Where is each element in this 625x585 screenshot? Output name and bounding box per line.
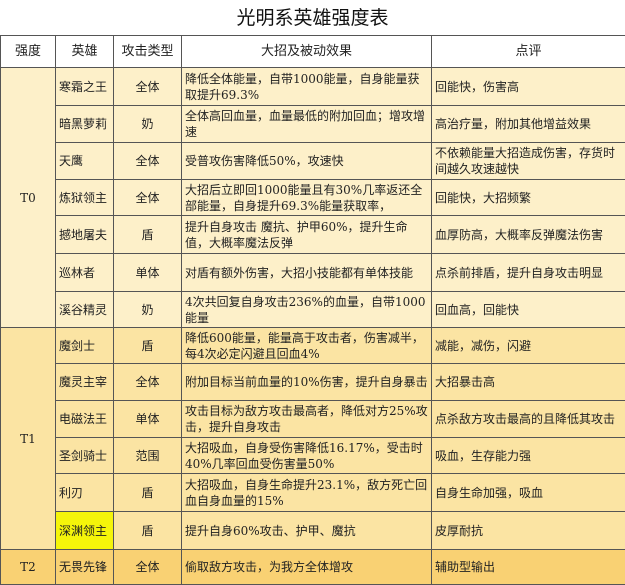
effect-text: 降低全体能量，自带1000能量，自身能量获取提升69.3% [182, 68, 432, 106]
tier-cell: T0 [1, 68, 56, 328]
table-row: 圣剑骑士范围大招吸血，自身受伤害降低16.17%，受击时40%几率回血受伤害量5… [1, 438, 625, 474]
effect-text: 提升自身攻击 魔抗、护甲60%，提升生命值，大概率魔法反弹 [182, 216, 432, 254]
tier-cell: T2 [1, 550, 56, 585]
effect-text: 偷取敌方攻击，为我方全体增攻 [182, 550, 432, 585]
header-effect: 大招及被动效果 [182, 36, 432, 68]
hero-name: 电磁法王 [56, 401, 114, 438]
comment-text: 辅助型输出 [432, 550, 625, 585]
hero-name: 圣剑骑士 [56, 438, 114, 474]
header-comment: 点评 [432, 36, 625, 68]
effect-text: 攻击目标为敌方攻击最高者，降低对方25%攻击，提升自身攻击 [182, 401, 432, 438]
hero-name: 炼狱领主 [56, 180, 114, 216]
effect-text: 全体高回血量，血量最低的附加回血；增攻增速 [182, 106, 432, 143]
header-tier: 强度 [1, 36, 56, 68]
comment-text: 高治疗量，附加其他增益效果 [432, 106, 625, 143]
effect-text: 对盾有额外伤害，大招小技能都有单体技能 [182, 254, 432, 292]
hero-name: 撼地屠夫 [56, 216, 114, 254]
comment-text: 点杀敌方攻击最高的且降低其攻击 [432, 401, 625, 438]
comment-text: 减能，减伤，闪避 [432, 328, 625, 364]
tier-cell: T1 [1, 328, 56, 550]
page-title: 光明系英雄强度表 [0, 0, 625, 35]
comment-text: 大招暴击高 [432, 364, 625, 401]
table-row: 巡林者单体对盾有额外伤害，大招小技能都有单体技能点杀前排盾，提升自身攻击明显 [1, 254, 625, 292]
hero-name: 利刃 [56, 474, 114, 512]
attack-type: 盾 [114, 512, 182, 550]
comment-text: 血厚防高，大概率反弹魔法伤害 [432, 216, 625, 254]
hero-name: 无畏先锋 [56, 550, 114, 585]
attack-type: 单体 [114, 401, 182, 438]
hero-name: 寒霜之王 [56, 68, 114, 106]
hero-name: 巡林者 [56, 254, 114, 292]
attack-type: 全体 [114, 180, 182, 216]
comment-text: 皮厚耐抗 [432, 512, 625, 550]
header-attack-type: 攻击类型 [114, 36, 182, 68]
hero-name: 天鹰 [56, 143, 114, 180]
comment-text: 回能快，大招频繁 [432, 180, 625, 216]
table-row: 利刃盾大招吸血，自身生命提升23.1%，敌方死亡回血自身血量的15%自身生命加强… [1, 474, 625, 512]
effect-text: 4次共回复自身攻击236%的血量，自带1000能量 [182, 292, 432, 328]
comment-text: 回血高，回能快 [432, 292, 625, 328]
header-row: 强度 英雄 攻击类型 大招及被动效果 点评 [1, 36, 625, 68]
table-row: 电磁法王单体攻击目标为敌方攻击最高者，降低对方25%攻击，提升自身攻击点杀敌方攻… [1, 401, 625, 438]
hero-name: 暗黑萝莉 [56, 106, 114, 143]
hero-name: 魔剑士 [56, 328, 114, 364]
table-row: 深渊领主盾提升自身60%攻击、护甲、魔抗皮厚耐抗 [1, 512, 625, 550]
attack-type: 奶 [114, 292, 182, 328]
attack-type: 范围 [114, 438, 182, 474]
attack-type: 盾 [114, 328, 182, 364]
attack-type: 奶 [114, 106, 182, 143]
effect-text: 附加目标当前血量的10%伤害，提升自身暴击 [182, 364, 432, 401]
comment-text: 点杀前排盾，提升自身攻击明显 [432, 254, 625, 292]
attack-type: 全体 [114, 68, 182, 106]
attack-type: 全体 [114, 143, 182, 180]
attack-type: 盾 [114, 474, 182, 512]
table-row: 魔灵主宰全体附加目标当前血量的10%伤害，提升自身暴击大招暴击高 [1, 364, 625, 401]
hero-name: 魔灵主宰 [56, 364, 114, 401]
comment-text: 不依赖能量大招造成伤害，存货时间越久攻速越快 [432, 143, 625, 180]
attack-type: 全体 [114, 364, 182, 401]
table-row: 暗黑萝莉奶全体高回血量，血量最低的附加回血；增攻增速高治疗量，附加其他增益效果 [1, 106, 625, 143]
effect-text: 降低600能量，能量高于攻击者，伤害减半，每4次必定闪避且回血4% [182, 328, 432, 364]
comment-text: 吸血，生存能力强 [432, 438, 625, 474]
effect-text: 受普攻伤害降低50%，攻速快 [182, 143, 432, 180]
table-row: 撼地屠夫盾提升自身攻击 魔抗、护甲60%，提升生命值，大概率魔法反弹血厚防高，大… [1, 216, 625, 254]
table-row: 天鹰全体受普攻伤害降低50%，攻速快不依赖能量大招造成伤害，存货时间越久攻速越快 [1, 143, 625, 180]
attack-type: 全体 [114, 550, 182, 585]
hero-name: 深渊领主 [56, 512, 114, 550]
effect-text: 大招后立即回1000能量且有30%几率返还全部能量，自身提升69.3%能量获取率… [182, 180, 432, 216]
hero-name: 溪谷精灵 [56, 292, 114, 328]
header-hero: 英雄 [56, 36, 114, 68]
table-row: 炼狱领主全体大招后立即回1000能量且有30%几率返还全部能量，自身提升69.3… [1, 180, 625, 216]
effect-text: 大招吸血，自身受伤害降低16.17%，受击时40%几率回血受伤害量50% [182, 438, 432, 474]
effect-text: 提升自身60%攻击、护甲、魔抗 [182, 512, 432, 550]
comment-text: 回能快，伤害高 [432, 68, 625, 106]
comment-text: 自身生命加强，吸血 [432, 474, 625, 512]
attack-type: 单体 [114, 254, 182, 292]
effect-text: 大招吸血，自身生命提升23.1%，敌方死亡回血自身血量的15% [182, 474, 432, 512]
attack-type: 盾 [114, 216, 182, 254]
